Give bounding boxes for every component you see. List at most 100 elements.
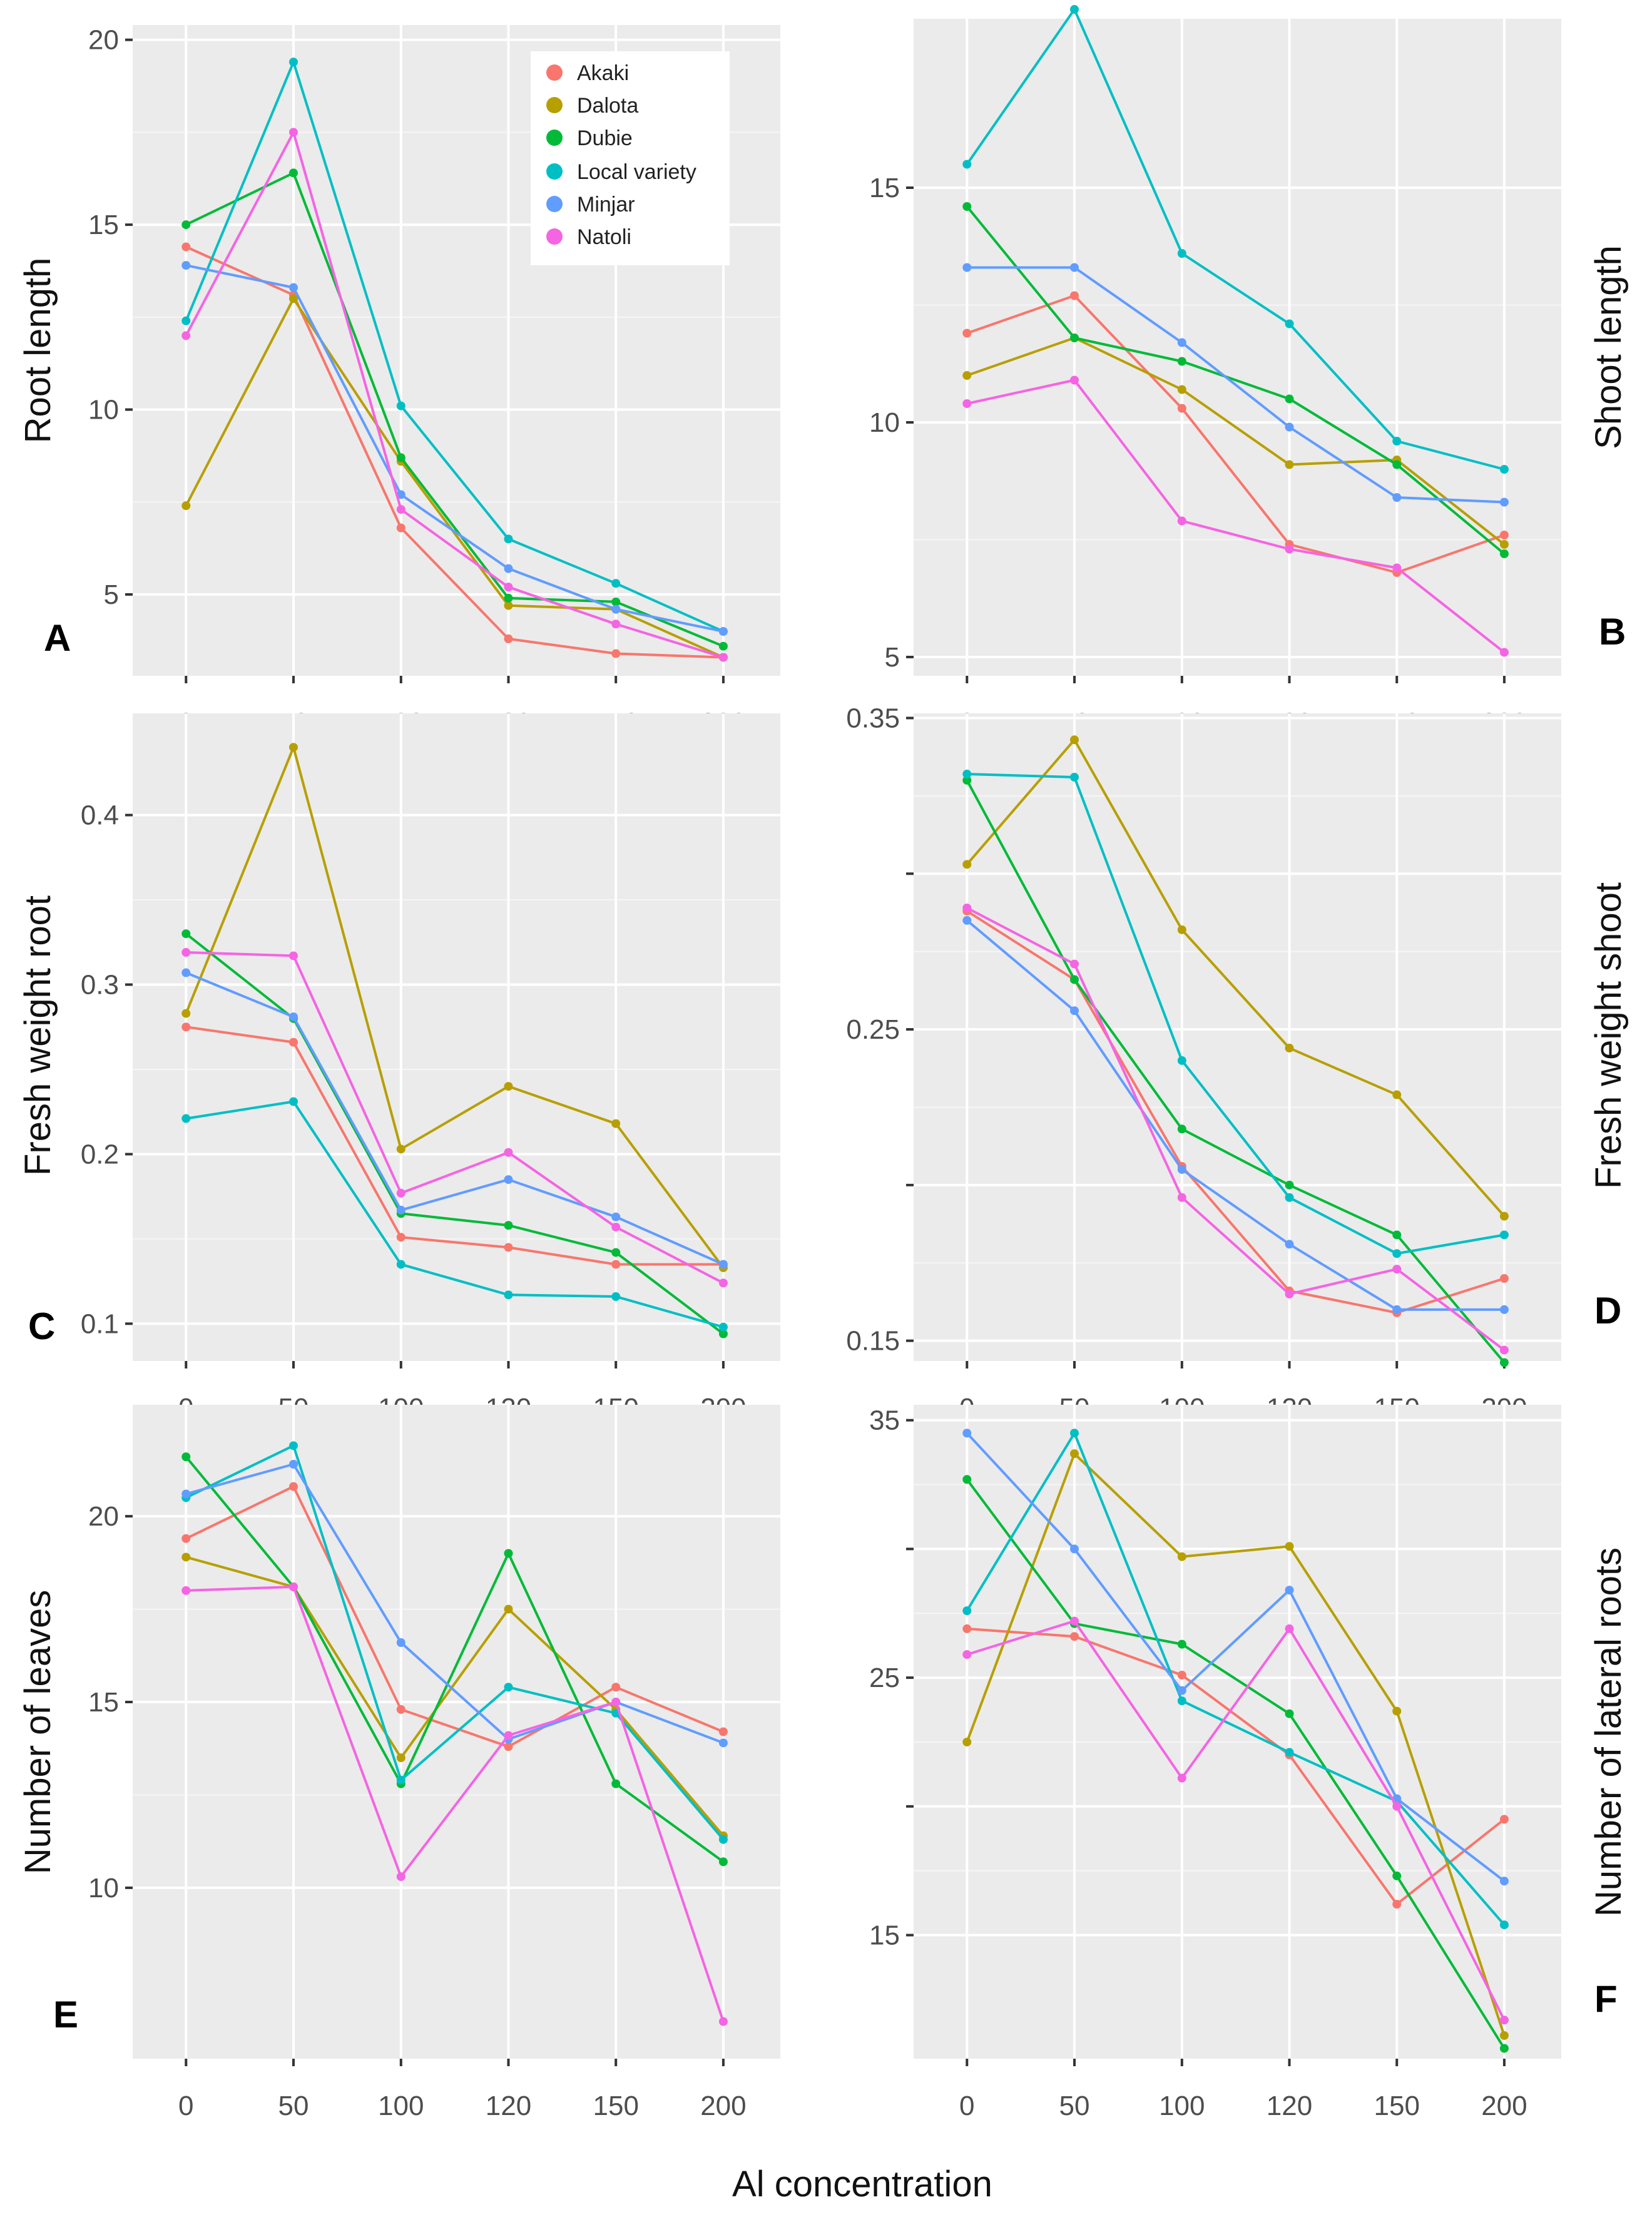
panel-d-letter: D: [1594, 1290, 1621, 1332]
panel-a-point-natoli: [611, 619, 621, 629]
panel-c-point-natoli: [396, 1188, 405, 1198]
panel-e-point-dubie: [718, 1857, 728, 1867]
panel-a-series-akaki: [185, 245, 725, 659]
panel-d-ytick-label: 0.25: [846, 1014, 900, 1045]
panel-c-point-minjar: [181, 968, 191, 977]
panel-a-series-local-variety: [185, 61, 725, 633]
panel-b-point-akaki: [962, 329, 972, 338]
panel-a-series-dubie: [185, 171, 725, 648]
panel-c-ytick-label: 0.1: [81, 1308, 119, 1339]
panel-a-series-dalota: [185, 297, 725, 659]
panel-b-point-akaki: [1177, 404, 1186, 413]
panel-b-point-natoli: [1392, 563, 1402, 573]
panel-e-xtick-label: 150: [593, 2091, 639, 2121]
panel-c-point-natoli: [504, 1148, 513, 1157]
panel-f-letter: F: [1594, 1978, 1618, 2020]
panel-f-point-dubie: [1285, 1709, 1294, 1718]
panel-a-point-natoli: [718, 653, 728, 662]
panel-f-series-natoli: [966, 1619, 1506, 2022]
panel-c-point-local-variety: [288, 1097, 298, 1106]
panel-f-ylabel: Number of lateral roots: [1588, 1547, 1629, 1917]
legend-item-natoli: Natoli: [546, 225, 631, 249]
panel-c-point-dubie: [181, 929, 191, 939]
panel-f-point-local-variety: [1499, 1920, 1509, 1930]
panel-e-point-dubie: [181, 1452, 191, 1462]
panel-d-point-local-variety: [1069, 773, 1079, 782]
panel-f-point-dalota: [1499, 2031, 1509, 2040]
panel-c-point-akaki: [504, 1243, 513, 1252]
panel-c-point-natoli: [288, 951, 298, 961]
panel-b-point-natoli: [1069, 375, 1079, 385]
panel-c-point-minjar: [288, 1012, 298, 1021]
panel-d-series-natoli: [966, 907, 1506, 1352]
panel-b-series-natoli: [966, 379, 1506, 654]
panel-a-point-dalota: [288, 294, 298, 303]
panel-e-xtick-label: 200: [700, 2091, 746, 2121]
panel-e-series-dalota: [185, 1556, 725, 1837]
panel-a-point-natoli: [396, 505, 405, 514]
panel-e-point-dubie: [504, 1549, 513, 1558]
panel-e-point-dalota: [504, 1604, 513, 1614]
panel-f-point-dalota: [962, 1737, 972, 1746]
panel-b-point-natoli: [1177, 516, 1186, 526]
panel-b-point-dalota: [962, 371, 972, 380]
panel-e-ytick-label: 20: [88, 1501, 119, 1532]
panel-e-point-akaki: [718, 1727, 728, 1736]
panel-b-point-minjar: [1499, 497, 1509, 507]
panel-b-point-minjar: [1177, 338, 1186, 347]
panel-c-point-dalota: [288, 743, 298, 752]
panel-d-point-dalota: [1285, 1043, 1294, 1052]
panel-f-plot-area: [914, 1405, 1561, 2059]
panel-c-point-dubie: [504, 1221, 513, 1230]
panel-f-point-local-variety: [1177, 1696, 1186, 1706]
panel-d-plot-area: [914, 713, 1561, 1361]
panel-f-series-dalota: [966, 1452, 1506, 2037]
legend-key-natoli: [546, 228, 563, 245]
legend-label-akaki: Akaki: [577, 61, 629, 85]
panel-f-point-local-variety: [1285, 1748, 1294, 1757]
panel-c-ytick-label: 0.3: [81, 970, 119, 1001]
panel-b-ytick-label: 5: [885, 642, 900, 673]
panel-b-series-minjar: [966, 266, 1506, 504]
legend-key-dalota: [546, 97, 563, 113]
panel-d-point-local-variety: [1392, 1249, 1402, 1258]
panel-f-xtick-label: 0: [959, 2091, 974, 2121]
panel-d-point-dalota: [1392, 1090, 1402, 1099]
panel-f-point-dubie: [1499, 2044, 1509, 2053]
panel-b-point-dalota: [1177, 385, 1186, 394]
legend-item-akaki: Akaki: [546, 61, 629, 85]
legend-label-dalota: Dalota: [577, 94, 638, 118]
panel-f-layer: 15 25 35 0 50 100 120 150 200: [869, 1405, 1561, 2121]
panel-e-series-akaki: [185, 1485, 725, 1748]
panel-c-point-dalota: [611, 1119, 621, 1128]
panel-c-point-akaki: [288, 1037, 298, 1047]
panel-e-letter: E: [53, 1994, 78, 2036]
panel-b-point-dubie: [1499, 549, 1509, 558]
panel-a-point-local-variety: [396, 401, 405, 410]
legend-item-local-variety: Local variety: [546, 160, 696, 184]
panel-b-point-dalota: [1285, 460, 1294, 469]
legend-box: [531, 51, 730, 265]
panel-a-point-minjar: [396, 490, 405, 499]
panel-f-xtick-label: 150: [1374, 2091, 1420, 2121]
panel-e-point-dubie: [611, 1779, 621, 1788]
panel-c-series-local-variety: [185, 1100, 725, 1328]
panel-d-series-minjar: [966, 919, 1506, 1311]
legend-key-dubie: [546, 130, 563, 146]
panel-b-point-dalota: [1499, 540, 1509, 549]
panel-a-point-akaki: [181, 242, 191, 252]
panel-d-point-local-variety: [1177, 1056, 1186, 1065]
panel-f-point-natoli: [1285, 1624, 1294, 1633]
panel-c-point-natoli: [181, 948, 191, 957]
legend-label-minjar: Minjar: [577, 193, 635, 217]
panel-b-point-minjar: [1392, 493, 1402, 502]
panel-b-point-local-variety: [1285, 319, 1294, 329]
panel-b-point-local-variety: [1177, 249, 1186, 258]
panel-d-point-dubie: [1499, 1358, 1509, 1367]
panel-a-point-akaki: [504, 634, 513, 643]
panel-b-point-akaki: [1069, 291, 1079, 300]
panel-b-point-local-variety: [1499, 465, 1509, 474]
panel-c-series-minjar: [185, 971, 725, 1266]
panel-d-point-minjar: [962, 915, 972, 925]
